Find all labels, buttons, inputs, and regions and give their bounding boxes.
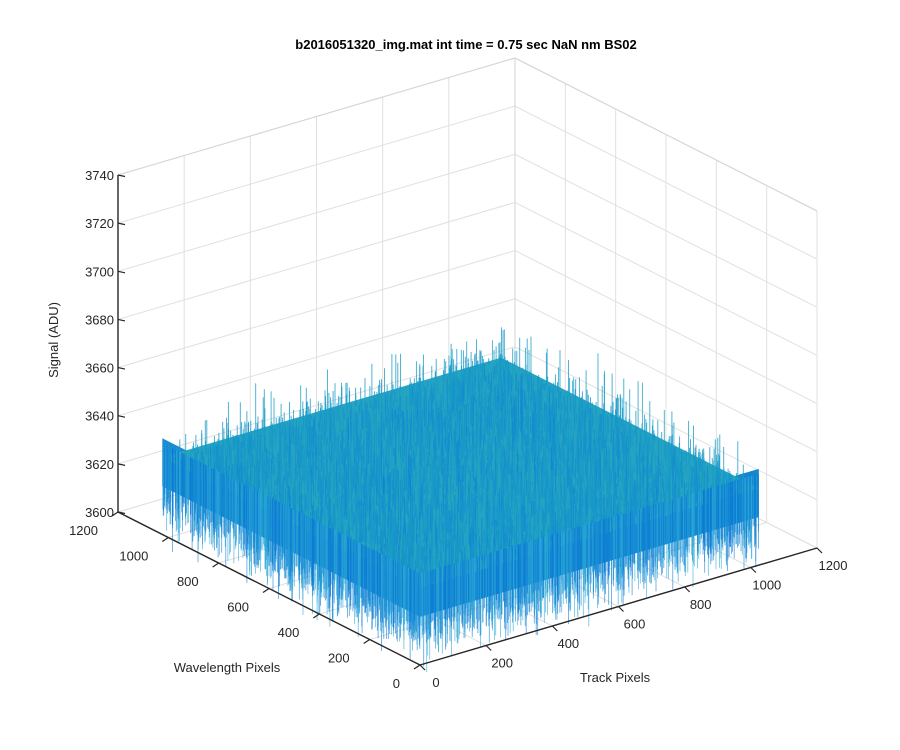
- surface-plot: [162, 327, 759, 673]
- grid-line: [514, 201, 818, 356]
- box-edge: [514, 57, 818, 212]
- grid-line: [514, 298, 818, 453]
- grid-line: [117, 298, 516, 417]
- grid-line: [117, 105, 516, 224]
- grid-line: [514, 153, 818, 308]
- grid-line: [117, 153, 516, 272]
- grid-line: [117, 250, 516, 369]
- box-edge: [117, 57, 516, 176]
- grid-line: [514, 105, 818, 260]
- grid-line: [514, 346, 818, 501]
- grid-line: [117, 201, 516, 320]
- grid-line: [514, 250, 818, 405]
